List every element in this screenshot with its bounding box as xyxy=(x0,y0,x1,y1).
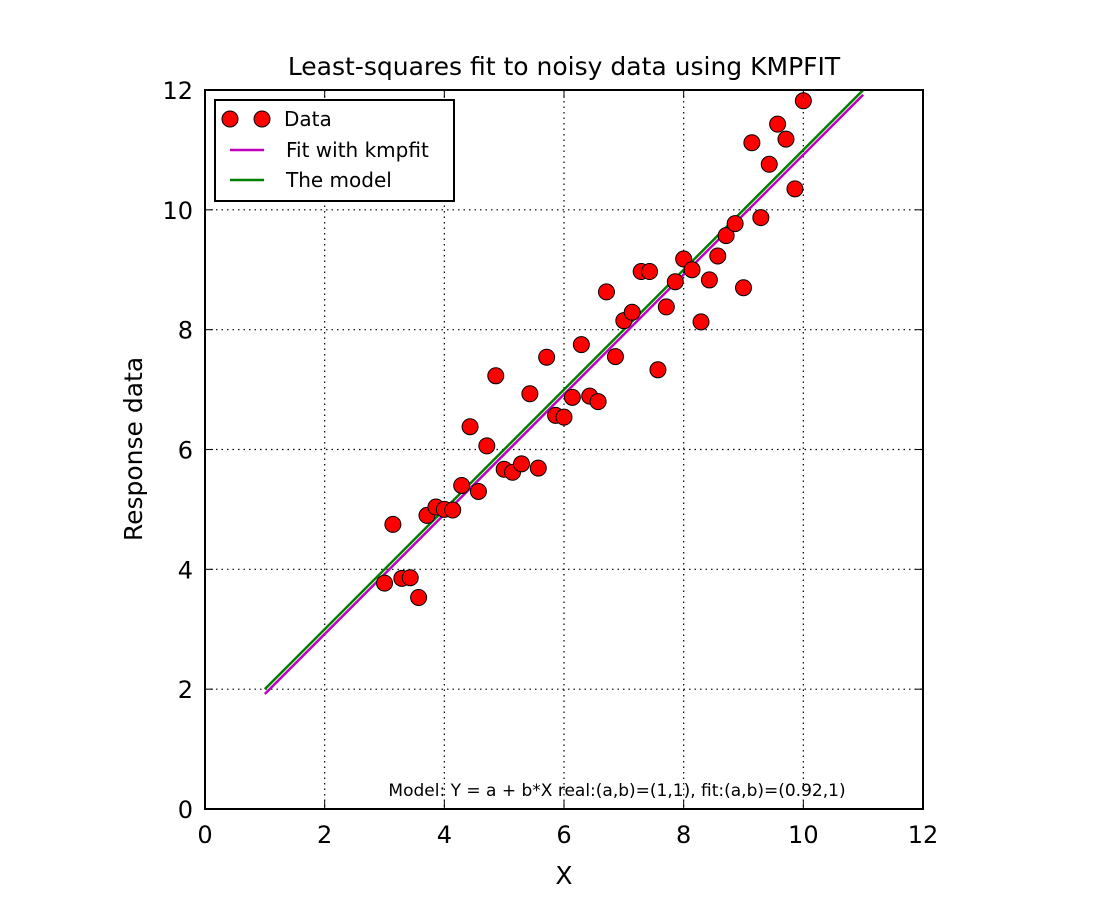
x-tick-label-4: 8 xyxy=(676,821,691,849)
data-point-21 xyxy=(555,408,573,426)
x-tick-label-1: 2 xyxy=(317,821,332,849)
data-point-9 xyxy=(453,476,471,494)
x-tick-label-3: 6 xyxy=(556,821,571,849)
data-point-27 xyxy=(606,348,624,366)
series-line-2 xyxy=(263,89,865,691)
data-point-41 xyxy=(726,215,744,233)
data-point-39 xyxy=(709,247,727,265)
data-point-46 xyxy=(769,115,787,133)
data-point-26 xyxy=(597,283,615,301)
data-point-34 xyxy=(666,273,684,291)
data-point-38 xyxy=(700,271,718,289)
data-point-36 xyxy=(683,261,701,279)
y-tick-label-1: 2 xyxy=(178,676,193,704)
legend-label-data: Data xyxy=(284,107,332,131)
legend: Data Fit with kmpfit The model xyxy=(214,99,455,202)
plot-area xyxy=(263,89,865,695)
data-point-1 xyxy=(384,515,402,533)
x-axis-label: X xyxy=(555,861,572,890)
legend-label-model: The model xyxy=(285,168,392,192)
data-point-32 xyxy=(649,361,667,379)
data-point-29 xyxy=(623,303,641,321)
data-point-22 xyxy=(563,388,581,406)
data-point-17 xyxy=(521,385,539,403)
y-tick-label-4: 8 xyxy=(178,317,193,345)
data-point-48 xyxy=(786,180,804,198)
data-point-44 xyxy=(752,209,770,227)
chart-title: Least-squares fit to noisy data using KM… xyxy=(288,52,841,81)
data-point-8 xyxy=(444,501,462,519)
x-tick-label-5: 10 xyxy=(788,821,819,849)
y-tick-label-2: 4 xyxy=(178,556,193,584)
data-point-43 xyxy=(743,134,761,152)
data-point-16 xyxy=(513,455,531,473)
data-point-0 xyxy=(376,574,393,592)
data-point-37 xyxy=(692,313,710,331)
model-annotation: Model: Y = a + b*X real:(a,b)=(1,1), fit… xyxy=(388,781,845,801)
y-tick-label-0: 0 xyxy=(178,796,193,824)
x-tick-label-0: 0 xyxy=(197,821,212,849)
data-point-45 xyxy=(760,155,778,173)
data-point-23 xyxy=(572,336,590,354)
data-point-12 xyxy=(478,437,496,455)
legend-marker-data-1 xyxy=(221,110,239,128)
data-point-11 xyxy=(469,482,487,500)
data-point-19 xyxy=(538,348,556,366)
data-point-40 xyxy=(717,227,735,245)
data-point-13 xyxy=(487,367,505,385)
grid-lines xyxy=(205,90,923,809)
data-point-10 xyxy=(461,418,479,436)
x-tick-label-6: 12 xyxy=(908,821,939,849)
y-tick-label-6: 12 xyxy=(162,77,193,105)
data-point-31 xyxy=(641,263,659,281)
data-point-25 xyxy=(589,393,607,411)
legend-marker-data-2 xyxy=(253,110,271,128)
data-point-42 xyxy=(735,279,752,297)
y-axis-label: Response data xyxy=(119,357,148,541)
legend-label-fit: Fit with kmpfit xyxy=(286,138,429,162)
y-tick-label-3: 6 xyxy=(178,437,193,465)
axis-ticks: 0 2 4 6 8 10 12 0 2 4 6 8 10 12 xyxy=(162,77,938,849)
data-point-47 xyxy=(777,130,795,148)
data-point-18 xyxy=(529,459,547,477)
x-tick-label-2: 4 xyxy=(437,821,452,849)
data-point-3 xyxy=(401,569,419,587)
data-point-4 xyxy=(410,588,428,606)
y-tick-label-5: 10 xyxy=(162,197,193,225)
data-point-33 xyxy=(657,298,675,316)
series-line-1 xyxy=(263,93,865,695)
